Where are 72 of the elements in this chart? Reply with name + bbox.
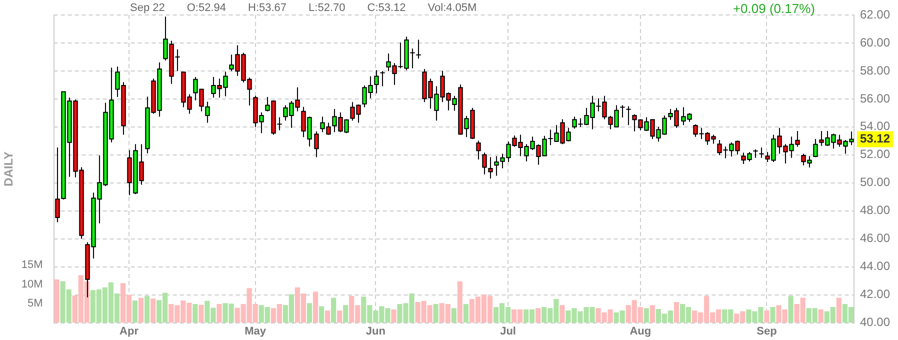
x-tick-label: Jun <box>366 325 386 338</box>
bar <box>192 304 198 323</box>
bar <box>318 306 324 323</box>
bar <box>312 292 318 323</box>
text: C:53.12 <box>367 2 406 14</box>
y-tick-label: 60.00 <box>860 35 890 50</box>
candlestick <box>813 138 818 158</box>
y-tick-label: 44.00 <box>860 259 890 274</box>
x-tick-label: Apr <box>120 325 140 338</box>
bar <box>306 303 312 323</box>
candlestick <box>488 156 493 180</box>
annotation: +0.09 (0.17%) <box>732 1 815 16</box>
bar <box>343 305 348 323</box>
candlestick <box>476 140 481 160</box>
text: Sep 22 <box>130 2 165 14</box>
y-tick-label: 62.00 <box>860 7 890 22</box>
candlestick <box>314 130 319 158</box>
bar <box>337 310 342 323</box>
candlestick <box>620 104 625 118</box>
y-tick-label: 40.00 <box>860 315 890 330</box>
bar <box>451 308 456 323</box>
bar <box>433 304 438 323</box>
bar <box>198 304 204 323</box>
bar <box>650 305 655 323</box>
bar <box>54 279 60 323</box>
text: Vol:4.05M <box>428 2 477 14</box>
text: H:53.67 <box>248 2 287 14</box>
bar <box>836 298 842 323</box>
y-tick-label: 50.00 <box>860 175 890 190</box>
y-tick-label: 52.00 <box>860 147 890 162</box>
candlestick <box>482 152 487 175</box>
bar <box>457 281 462 323</box>
bar <box>144 296 150 323</box>
y-tick-label: 58.00 <box>860 63 890 78</box>
candlestick <box>759 146 764 158</box>
bar <box>132 300 138 323</box>
bar <box>674 302 680 323</box>
x-tick-label: Aug <box>630 325 652 338</box>
x-tick-label: Sep <box>756 325 778 338</box>
text: 53.12 <box>860 132 890 146</box>
y-tick-label: 54.00 <box>860 119 890 134</box>
bar <box>788 296 794 323</box>
bar <box>391 309 396 323</box>
y2-tick-label: 5M <box>28 298 43 310</box>
y2-tick-label: 10M <box>21 278 43 290</box>
y2-axis-title: DAILY <box>2 151 16 186</box>
candlestick <box>374 70 379 94</box>
bar <box>331 298 336 323</box>
bar <box>463 304 468 323</box>
bar <box>216 304 222 323</box>
y-tick-label: 46.00 <box>860 231 890 246</box>
y-tick-label: 48.00 <box>860 203 890 218</box>
text: L:52.70 <box>308 2 346 14</box>
bar <box>818 309 824 323</box>
x-tick-label: May <box>244 325 267 338</box>
y-tick-label: 56.00 <box>860 91 890 106</box>
candlestick <box>626 106 631 126</box>
bar <box>644 308 649 323</box>
candlestick <box>416 39 421 60</box>
bar <box>770 307 776 323</box>
bar <box>150 298 156 323</box>
text: O:52.94 <box>186 2 226 14</box>
candlestick <box>205 101 210 124</box>
y-tick-label: 42.00 <box>860 287 890 302</box>
bar <box>560 305 565 323</box>
bar <box>324 310 330 323</box>
bar <box>764 310 770 323</box>
y2-tick-label: 15M <box>21 259 43 272</box>
candlestick <box>380 70 385 87</box>
bar <box>536 308 541 323</box>
bar <box>138 298 144 323</box>
x-tick-label: Jul <box>500 325 516 338</box>
